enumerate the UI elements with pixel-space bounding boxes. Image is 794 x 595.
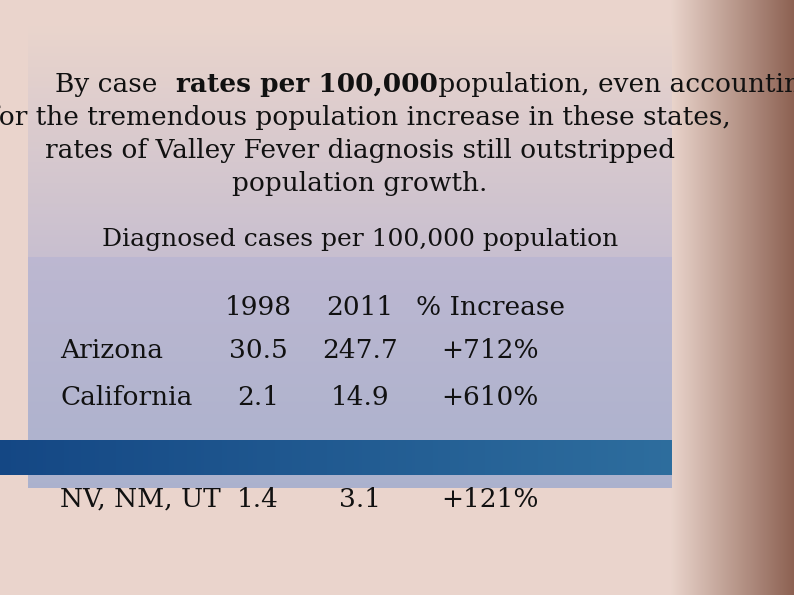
Text: 1998: 1998 xyxy=(225,295,291,320)
Text: 247.7: 247.7 xyxy=(322,338,398,363)
Text: rates of Valley Fever diagnosis still outstripped: rates of Valley Fever diagnosis still ou… xyxy=(45,138,675,163)
Text: 3.1: 3.1 xyxy=(339,487,381,512)
Text: 1.4: 1.4 xyxy=(237,487,279,512)
Text: population, even accounting: population, even accounting xyxy=(430,72,794,97)
Text: 2.1: 2.1 xyxy=(237,385,279,410)
Text: Diagnosed cases per 100,000 population: Diagnosed cases per 100,000 population xyxy=(102,228,618,251)
Text: % Increase: % Increase xyxy=(415,295,565,320)
Text: 14.9: 14.9 xyxy=(330,385,389,410)
Text: NV, NM, UT: NV, NM, UT xyxy=(60,487,221,512)
Text: 30.5: 30.5 xyxy=(229,338,287,363)
Text: California: California xyxy=(60,385,192,410)
Text: 2011: 2011 xyxy=(326,295,394,320)
Text: +121%: +121% xyxy=(441,487,539,512)
Text: +712%: +712% xyxy=(441,338,539,363)
Text: rates per 100,000: rates per 100,000 xyxy=(176,72,437,97)
Text: population growth.: population growth. xyxy=(233,171,488,196)
Text: By case: By case xyxy=(55,72,166,97)
Text: for the tremendous population increase in these states,: for the tremendous population increase i… xyxy=(0,105,730,130)
Text: Arizona: Arizona xyxy=(60,338,163,363)
Text: +610%: +610% xyxy=(441,385,538,410)
